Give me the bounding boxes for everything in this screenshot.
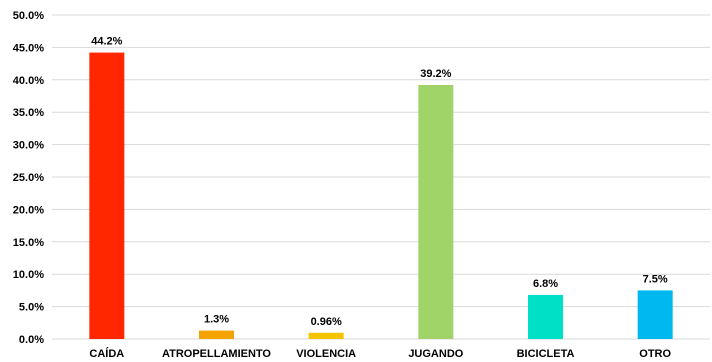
data-label: 44.2% <box>91 36 122 48</box>
bar <box>89 52 125 340</box>
bar <box>637 290 673 339</box>
data-label: 39.2% <box>420 68 451 80</box>
x-tick-label: CAÍDA <box>89 347 124 360</box>
y-tick-label: 30.0% <box>13 140 44 152</box>
x-tick-label: BICICLETA <box>517 348 575 360</box>
y-tick-label: 25.0% <box>13 172 44 184</box>
y-tick-label: 35.0% <box>13 107 44 119</box>
bar <box>199 330 234 339</box>
data-labels: 44.2% 1.3% 0.96% 39.2% 6.8% 7.5% <box>91 36 668 328</box>
data-label: 7.5% <box>643 273 668 285</box>
x-tick-label: OTRO <box>639 348 671 360</box>
y-tick-label: 0.0% <box>19 334 44 346</box>
data-label: 6.8% <box>533 278 558 290</box>
gridlines <box>52 14 710 340</box>
x-tick-label: JUGANDO <box>408 348 463 360</box>
y-tick-label: 40.0% <box>13 75 44 87</box>
y-tick-label: 50.0% <box>13 10 44 22</box>
x-tick-label: VIOLENCIA <box>296 348 356 360</box>
bar <box>308 332 344 339</box>
bars <box>89 52 673 340</box>
bar <box>528 294 563 339</box>
x-tick-label: ATROPELLAMIENTO <box>162 348 271 360</box>
x-axis-categories: CAÍDA ATROPELLAMIENTO VIOLENCIA JUGANDO BICI… <box>89 347 671 360</box>
y-tick-label: 15.0% <box>13 237 44 249</box>
bar <box>418 84 454 339</box>
data-label: 0.96% <box>311 316 342 328</box>
y-tick-label: 10.0% <box>13 269 44 281</box>
y-axis-ticks: 0.0% 5.0% 10.0% 15.0% 20.0% 25.0% 30.0% 35.0% 40… <box>13 10 44 346</box>
data-label: 1.3% <box>204 314 229 326</box>
y-tick-label: 20.0% <box>13 204 44 216</box>
y-tick-label: 5.0% <box>19 302 44 314</box>
y-tick-label: 45.0% <box>13 42 44 54</box>
